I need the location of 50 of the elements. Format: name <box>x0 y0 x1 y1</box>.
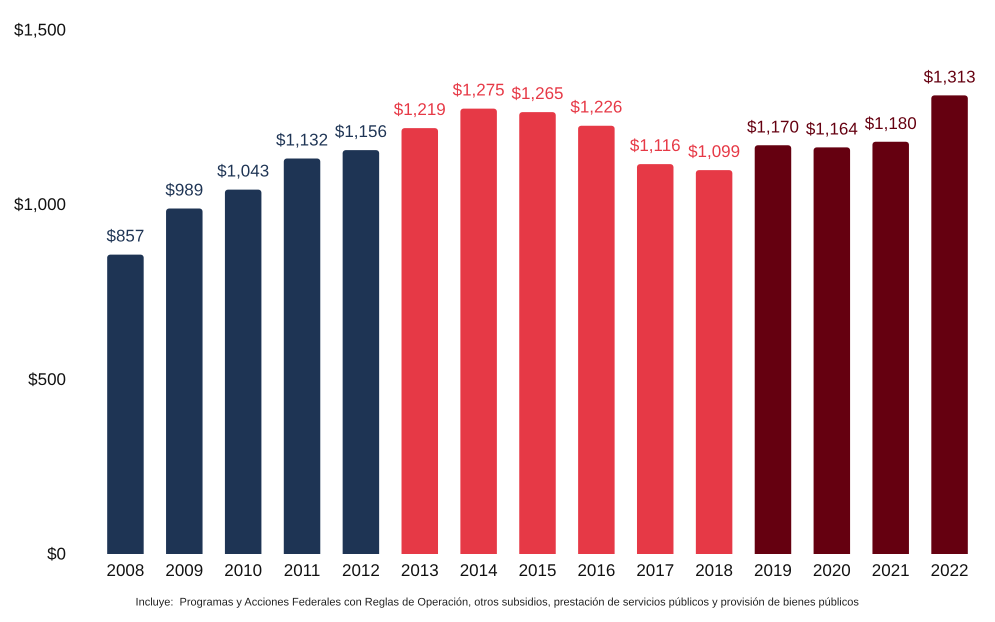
data-label: $1,156 <box>334 122 387 142</box>
bar <box>107 254 144 554</box>
bar <box>931 95 968 554</box>
x-tick-label: 2019 <box>754 561 792 580</box>
bar <box>224 190 262 554</box>
bar <box>578 126 615 554</box>
data-label: $1,265 <box>512 84 564 104</box>
x-tick-label: 2011 <box>284 561 320 580</box>
x-tick-label: 2022 <box>930 561 968 580</box>
data-label: $1,226 <box>570 98 622 117</box>
x-tick-label: 2021 <box>872 561 910 580</box>
data-label: $1,275 <box>452 80 505 100</box>
data-label: $1,099 <box>688 142 740 162</box>
bar <box>636 164 674 554</box>
data-label: $1,164 <box>806 119 858 138</box>
bar <box>402 128 438 554</box>
data-label: $989 <box>165 180 204 200</box>
data-label: $857 <box>106 226 144 246</box>
x-tick-label: 2012 <box>342 561 380 580</box>
text: Incluye: Programas y Acciones Federales con Reglas de Operación, otros subsidios, prestación de servicios públicos y provisión de bienes públicos <box>136 596 860 608</box>
bar <box>519 112 556 554</box>
x-tick-label: 2010 <box>224 561 262 580</box>
x-tick-label: 2020 <box>812 561 851 580</box>
data-label: $1,043 <box>217 162 270 181</box>
bar <box>284 158 320 554</box>
x-tick-label: 2014 <box>460 561 498 580</box>
y-tick-label: $1,500 <box>14 20 66 40</box>
x-tick-label: 2009 <box>165 561 204 580</box>
y-tick-label: $1,000 <box>14 195 66 214</box>
data-label: $1,170 <box>746 117 799 136</box>
bar <box>814 147 850 554</box>
x-tick-label: 2018 <box>695 561 734 580</box>
data-label: $1,313 <box>924 67 976 86</box>
bar <box>166 208 203 554</box>
bar <box>872 142 909 554</box>
x-tick-label: 2015 <box>518 561 556 580</box>
bar <box>342 150 380 554</box>
data-label: $1,180 <box>864 114 917 133</box>
x-tick-label: 2016 <box>577 561 616 580</box>
x-tick-label: 2013 <box>400 561 439 580</box>
bar <box>460 108 497 554</box>
y-tick-label: $0 <box>47 544 66 564</box>
x-tick-label: 2008 <box>106 561 144 580</box>
data-label: $1,132 <box>276 130 328 150</box>
bar <box>696 170 732 554</box>
y-tick-label: $500 <box>28 370 66 389</box>
x-tick-label: 2017 <box>636 561 674 580</box>
bar <box>754 145 792 554</box>
data-label: $1,116 <box>630 136 681 156</box>
data-label: $1,219 <box>394 100 446 120</box>
